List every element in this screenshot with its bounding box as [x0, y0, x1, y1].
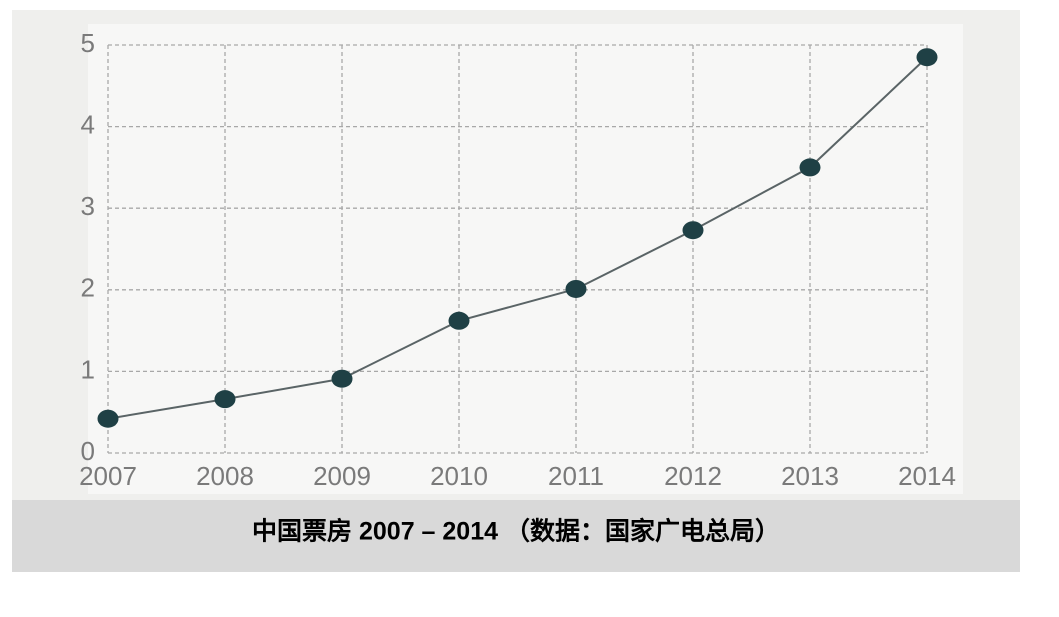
- y-tick-label: 1: [81, 354, 95, 384]
- point: [97, 409, 119, 428]
- x-tick-label: 2012: [664, 461, 722, 491]
- plot-area: [88, 24, 963, 494]
- y-tick-label: 0: [81, 436, 95, 466]
- line: [107, 56, 928, 420]
- chart-title: 中国票房 2007 – 2014 （数据：国家广电总局）: [252, 517, 780, 546]
- x-tick-label: 2009: [313, 461, 371, 491]
- caption-bar: [12, 500, 1020, 572]
- point: [799, 158, 821, 177]
- y-tick-label: 4: [81, 109, 95, 139]
- point: [214, 390, 236, 409]
- x-tick-label: 2008: [196, 461, 254, 491]
- y-tick-label: 5: [81, 28, 95, 58]
- point: [682, 221, 704, 240]
- point: [448, 311, 470, 330]
- point: [916, 48, 938, 67]
- y-tick-label: 2: [81, 273, 95, 303]
- x-tick-label: 2007: [79, 461, 137, 491]
- x-tick-label: 2011: [548, 461, 604, 491]
- x-tick-label: 2013: [781, 461, 839, 491]
- x-tick-label: 2010: [430, 461, 488, 491]
- point: [565, 279, 587, 298]
- x-tick-label: 2014: [898, 461, 956, 491]
- y-tick-label: 3: [81, 191, 95, 221]
- point: [331, 369, 353, 388]
